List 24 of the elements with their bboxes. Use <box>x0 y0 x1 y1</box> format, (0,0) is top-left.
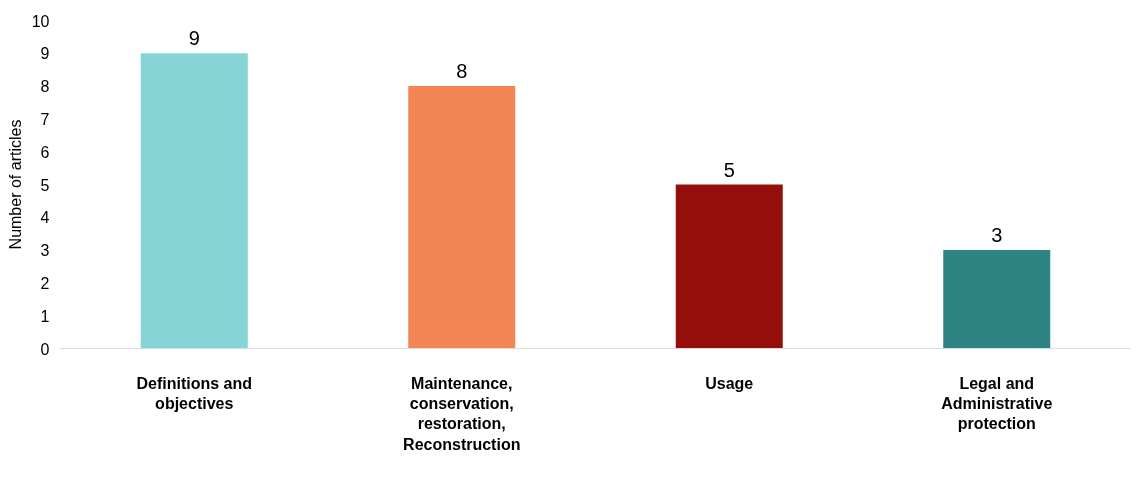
data-label: 5 <box>723 158 735 181</box>
y-tick-label: 0 <box>40 340 50 358</box>
y-tick-label: 5 <box>40 176 50 194</box>
data-label: 3 <box>991 224 1003 247</box>
y-tick-label: 7 <box>40 110 50 128</box>
data-label: 8 <box>456 60 468 83</box>
y-tick-label: 1 <box>40 307 50 325</box>
y-tick-label: 6 <box>40 143 50 161</box>
y-tick-label: 8 <box>40 78 50 96</box>
bar <box>408 86 516 349</box>
y-tick-label: 2 <box>40 274 50 292</box>
bar <box>140 53 248 349</box>
bar <box>675 184 783 349</box>
x-tick-label: Maintenance, conservation, restoration, Reconstruction <box>403 374 521 453</box>
y-tick-label: 10 <box>31 12 50 30</box>
y-axis-title: Number of articles <box>6 119 24 250</box>
x-tick-label: Definitions and objectives <box>136 374 253 412</box>
bar <box>943 250 1051 349</box>
x-tick-label: Usage <box>705 374 754 392</box>
y-tick-label: 4 <box>40 209 50 227</box>
y-tick-label: 9 <box>40 45 50 63</box>
data-label: 9 <box>188 27 200 50</box>
x-tick-label: Legal and Administrative protection <box>941 374 1053 433</box>
y-tick-label: 3 <box>40 242 50 260</box>
